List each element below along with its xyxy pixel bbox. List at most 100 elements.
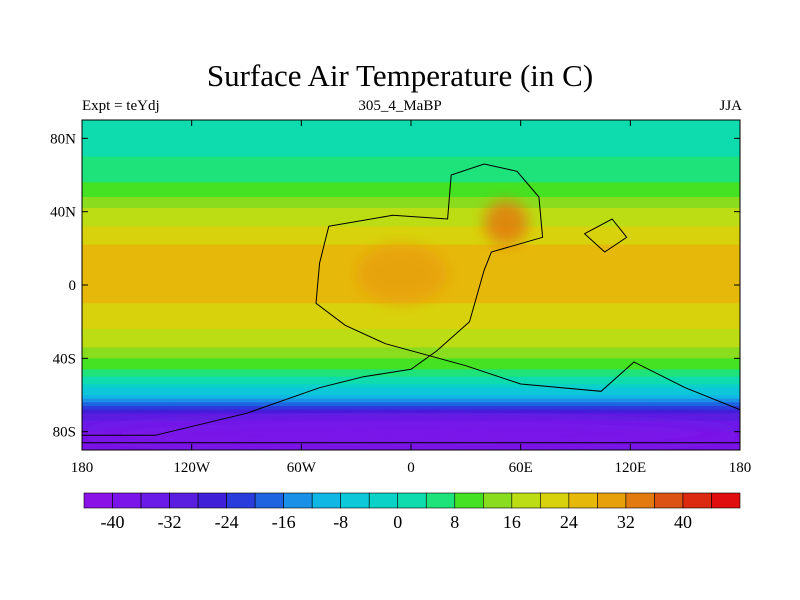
colorbar-swatch [597, 492, 627, 509]
temperature-band [82, 200, 740, 205]
colorbar-label: -32 [158, 512, 182, 532]
temperature-band [82, 164, 740, 169]
colorbar: -40 -32 -24 -16 -8 0 8 16 24 32 40 [83, 492, 741, 532]
y-tick-label: 40N [50, 205, 76, 221]
colorbar-label: 32 [617, 512, 635, 532]
temperature-band [82, 340, 740, 345]
temperature-band [82, 303, 740, 308]
experiment-label: Expt = teYdj [82, 98, 160, 114]
colorbar-label: 0 [393, 512, 402, 532]
temperature-band [82, 347, 740, 352]
continent-outline [82, 163, 740, 444]
colorbar-swatch [511, 492, 541, 509]
temperature-band [82, 142, 740, 147]
colorbar-label: 40 [674, 512, 692, 532]
colorbar-label: -24 [215, 512, 239, 532]
temperature-field [82, 120, 740, 450]
y-tick-label: 80N [50, 131, 76, 147]
colorbar-label: -40 [101, 512, 125, 532]
temperature-band [82, 153, 740, 158]
temperature-band [82, 131, 740, 136]
x-tick-label: 120E [614, 460, 646, 476]
x-tick-label: 60W [287, 460, 317, 476]
x-tick-label: 60E [509, 460, 533, 476]
temperature-band [82, 138, 740, 143]
colorbar-swatch [311, 492, 341, 509]
colorbar-label: 16 [503, 512, 521, 532]
temperature-band [82, 230, 740, 235]
temperature-band [82, 329, 740, 334]
temperature-band [82, 354, 740, 359]
colorbar-swatch [112, 492, 142, 509]
colorbar-swatch [483, 492, 513, 509]
colorbar-swatch [654, 492, 684, 509]
temperature-band [82, 373, 740, 378]
colorbar-label: 8 [450, 512, 459, 532]
temperature-band [82, 204, 740, 209]
colorbar-swatch [454, 492, 484, 509]
temperature-band [82, 406, 740, 411]
temperature-band [82, 376, 740, 381]
temperature-band [82, 226, 740, 231]
temperature-band [82, 318, 740, 323]
colorbar-swatch [254, 492, 284, 509]
temperature-band [82, 325, 740, 330]
island-outline [583, 218, 628, 253]
temperature-band [82, 193, 740, 198]
temperature-band [82, 332, 740, 337]
y-axis: 80N 40N 0 40S 80S [50, 131, 740, 441]
temperature-band [82, 369, 740, 374]
temperature-band [82, 391, 740, 396]
colorbar-swatch [682, 492, 712, 509]
temperature-band [82, 182, 740, 187]
chart-title: Surface Air Temperature (in C) [206, 58, 594, 93]
temperature-band [82, 237, 740, 242]
temperature-band [82, 233, 740, 238]
temperature-band [82, 186, 740, 191]
temperature-band [82, 219, 740, 224]
colorbar-swatch [540, 492, 570, 509]
temperature-band [82, 398, 740, 403]
colorbar-swatch [425, 492, 456, 509]
colorbar-swatch [368, 492, 399, 509]
temperature-band [82, 211, 740, 216]
colorbar-label: -8 [333, 512, 348, 532]
temperature-band [82, 127, 740, 132]
y-tick-label: 0 [69, 278, 77, 294]
temperature-band [82, 384, 740, 389]
temperature-band [82, 321, 740, 326]
colorbar-swatch [340, 492, 370, 509]
x-axis: 180 120W 60W 0 60E 120E 180 [71, 120, 752, 476]
x-tick-label: 120W [173, 460, 211, 476]
temperature-band [82, 197, 740, 202]
temperature-anomaly [82, 417, 740, 450]
season-label: JJA [719, 98, 742, 114]
temperature-anomaly [356, 244, 448, 304]
colorbar-label: 24 [560, 512, 578, 532]
y-tick-label: 80S [53, 425, 76, 441]
temperature-band [82, 215, 740, 220]
temperature-band [82, 222, 740, 227]
temperature-band [82, 241, 740, 246]
temperature-band [82, 189, 740, 194]
colorbar-swatch [283, 492, 313, 509]
temperature-band [82, 314, 740, 319]
colorbar-swatch [711, 492, 741, 509]
temperature-band [82, 380, 740, 385]
temperature-band [82, 402, 740, 407]
colorbar-swatch [226, 492, 256, 509]
temperature-anomaly [484, 200, 528, 245]
temperature-band [82, 171, 740, 176]
x-tick-label: 0 [407, 460, 415, 476]
colorbar-swatch [169, 492, 199, 509]
temperature-band [82, 310, 740, 315]
temperature-band [82, 351, 740, 356]
colorbar-swatch [625, 492, 655, 509]
y-tick-label: 40S [53, 351, 76, 367]
temperature-band [82, 178, 740, 183]
temperature-band [82, 145, 740, 150]
temperature-band [82, 160, 740, 165]
x-tick-label: 180 [729, 460, 752, 476]
x-tick-label: 180 [71, 460, 94, 476]
